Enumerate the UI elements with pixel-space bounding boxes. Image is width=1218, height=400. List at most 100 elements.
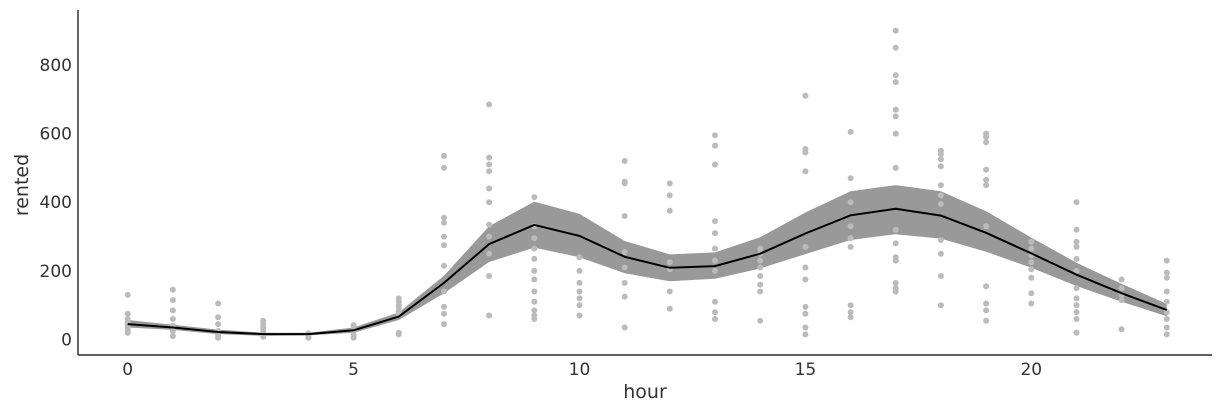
x-axis-title: hour: [623, 381, 667, 400]
observation-point: [169, 333, 176, 340]
observation-point: [983, 166, 990, 173]
observation-point: [802, 92, 809, 99]
observation-point: [892, 130, 899, 137]
observation-point: [983, 300, 990, 307]
observation-point: [757, 257, 764, 264]
observation-point: [847, 199, 854, 206]
observation-point: [712, 132, 718, 139]
observation-point: [486, 101, 493, 108]
observation-point: [937, 250, 944, 257]
observation-point: [712, 309, 718, 316]
mean-line: [127, 207, 1168, 336]
observation-point: [1028, 245, 1035, 252]
observation-point: [395, 331, 402, 338]
observation-point: [1073, 316, 1080, 322]
observation-point: [441, 321, 447, 328]
observation-point: [937, 192, 944, 199]
observation-point: [1163, 309, 1170, 316]
y-axis-title: rented: [11, 154, 33, 216]
observation-point: [983, 283, 990, 290]
observation-point: [531, 235, 538, 242]
observation-point: [1163, 316, 1170, 322]
observation-points-layer: [124, 27, 1170, 341]
observation-point: [1073, 295, 1080, 302]
y-tick-label: 800: [40, 56, 72, 76]
observation-point: [847, 128, 854, 135]
observation-point: [1118, 326, 1125, 333]
observation-point: [757, 288, 764, 295]
observation-point: [937, 156, 944, 163]
observation-point: [169, 328, 176, 334]
observation-point: [486, 199, 493, 206]
observation-point: [1028, 290, 1035, 297]
observation-point: [576, 267, 583, 274]
observation-point: [757, 273, 764, 279]
observation-point: [169, 286, 176, 293]
observation-point: [757, 281, 764, 288]
observation-point: [531, 288, 538, 295]
observation-point: [937, 237, 944, 243]
observation-point: [983, 317, 990, 324]
observation-point: [1073, 309, 1080, 316]
observation-point: [531, 276, 538, 283]
x-tick-label: 10: [569, 360, 591, 380]
x-tick-label: 15: [795, 360, 817, 380]
observation-point: [802, 264, 809, 271]
observation-point: [1118, 297, 1125, 304]
mean-line-layer: [127, 207, 1168, 336]
observation-point: [983, 139, 990, 146]
observation-point: [847, 243, 854, 250]
observation-point: [983, 176, 990, 183]
observation-point: [531, 245, 538, 252]
observation-point: [712, 218, 718, 225]
observation-point: [441, 242, 447, 249]
observation-point: [576, 302, 583, 309]
observation-point: [169, 307, 176, 314]
observation-point: [802, 310, 809, 317]
observation-point: [215, 321, 222, 328]
observation-point: [1073, 267, 1080, 274]
credible-interval-band: [127, 185, 1167, 336]
observation-point: [531, 316, 538, 322]
observation-point: [1028, 274, 1035, 281]
observation-point: [576, 295, 583, 302]
observation-point: [937, 273, 944, 279]
observation-point: [983, 223, 990, 230]
observation-point: [892, 44, 899, 51]
observation-point: [1163, 257, 1170, 264]
observation-point: [757, 317, 764, 324]
observation-point: [486, 154, 493, 161]
observation-point: [1163, 288, 1170, 295]
observation-point: [124, 329, 131, 336]
observation-point: [847, 175, 854, 182]
observation-point: [531, 194, 538, 201]
observation-point: [802, 276, 809, 283]
observation-point: [892, 79, 899, 86]
observation-point: [937, 182, 944, 189]
observation-point: [1073, 199, 1080, 206]
observation-point: [802, 303, 809, 310]
observation-point: [666, 305, 673, 312]
observation-point: [1073, 238, 1080, 245]
observation-point: [441, 310, 447, 317]
observation-point: [1073, 226, 1080, 233]
observation-point: [802, 149, 809, 156]
observation-point: [892, 27, 899, 34]
observation-point: [124, 310, 131, 317]
observation-point: [712, 316, 718, 322]
observation-point: [621, 264, 628, 271]
observation-point: [666, 288, 673, 295]
y-tick-label: 600: [40, 125, 72, 145]
observation-point: [486, 273, 493, 279]
observation-point: [892, 288, 899, 295]
observation-point: [892, 106, 899, 113]
observation-point: [1028, 238, 1035, 245]
observation-point: [712, 245, 718, 252]
observation-point: [169, 316, 176, 322]
observation-point: [666, 192, 673, 199]
observation-point: [531, 255, 538, 262]
observation-point: [215, 300, 222, 307]
observation-point: [847, 309, 854, 316]
